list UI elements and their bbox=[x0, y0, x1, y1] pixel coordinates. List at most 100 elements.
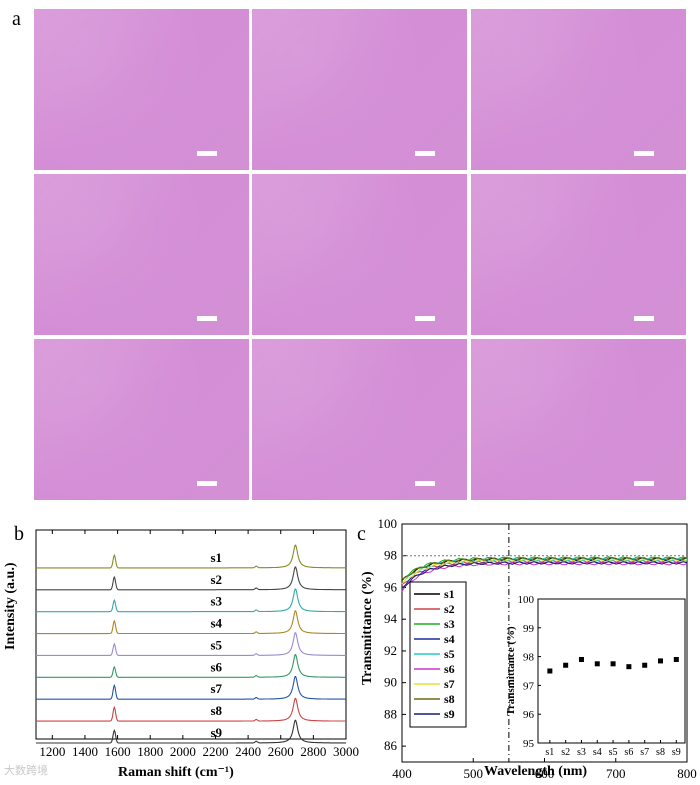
inset-point bbox=[594, 661, 600, 667]
micrograph-tile bbox=[34, 9, 249, 170]
raman-series-s5 bbox=[36, 632, 346, 656]
panel-label-c: c bbox=[357, 523, 366, 545]
trans-series-s7 bbox=[401, 558, 688, 585]
trans-legend-label: s8 bbox=[444, 692, 455, 706]
trans-legend-label: s2 bbox=[444, 602, 455, 616]
trans-y-tick-label: 86 bbox=[384, 738, 398, 753]
raman-series-label: s5 bbox=[210, 637, 222, 652]
inset-point bbox=[610, 661, 616, 667]
raman-x-tick-label: 2000 bbox=[170, 744, 196, 759]
micrograph-tile bbox=[471, 174, 686, 335]
inset-y-tick-label: 98 bbox=[523, 652, 535, 664]
scale-bar bbox=[197, 151, 217, 156]
raman-series-label: s1 bbox=[210, 550, 222, 565]
inset-x-tick-label: s7 bbox=[640, 747, 649, 758]
inset-point bbox=[578, 656, 584, 662]
inset-point bbox=[563, 662, 569, 668]
raman-x-tick-label: 1400 bbox=[72, 744, 98, 759]
raman-x-tick-label: 2400 bbox=[235, 744, 261, 759]
trans-series-s9 bbox=[401, 561, 688, 589]
inset-frame bbox=[537, 598, 686, 744]
micrograph-grid bbox=[34, 9, 686, 501]
inset-y-tick-label: 97 bbox=[523, 680, 535, 692]
watermark: 大数跨境 bbox=[4, 765, 48, 777]
scale-bar bbox=[415, 316, 435, 321]
inset-x-tick-label: s1 bbox=[545, 747, 554, 758]
inset-point bbox=[626, 664, 632, 670]
raman-x-tick-label: 2600 bbox=[268, 744, 294, 759]
trans-legend-label: s1 bbox=[444, 587, 455, 601]
raman-series-s8 bbox=[36, 697, 346, 722]
inset-x-tick-label: s6 bbox=[624, 747, 633, 758]
micrograph-tile bbox=[34, 339, 249, 500]
micrograph-tile bbox=[471, 339, 686, 500]
micrograph-tile bbox=[34, 174, 249, 335]
micrograph-tile bbox=[471, 9, 686, 170]
raman-series-s1 bbox=[36, 544, 346, 569]
trans-legend-label: s9 bbox=[444, 707, 455, 721]
panel-label-b: b bbox=[14, 523, 24, 545]
raman-x-tick-label: 1200 bbox=[39, 744, 65, 759]
inset-point bbox=[547, 668, 553, 674]
trans-x-tick-label: 400 bbox=[392, 766, 412, 781]
raman-series-s6 bbox=[36, 654, 346, 678]
scale-bar bbox=[197, 316, 217, 321]
trans-x-tick-label: 800 bbox=[677, 766, 697, 781]
raman-series-s7 bbox=[36, 676, 346, 700]
inset-x-tick-label: s5 bbox=[609, 747, 618, 758]
raman-x-tick-label: 2200 bbox=[202, 744, 228, 759]
trans-x-tick-label: 600 bbox=[535, 766, 555, 781]
raman-series-label: s2 bbox=[210, 572, 222, 587]
trans-legend-label: s4 bbox=[444, 632, 455, 646]
raman-series-label: s6 bbox=[210, 659, 222, 674]
raman-plot-frame bbox=[35, 529, 347, 740]
raman-series-s4 bbox=[36, 610, 346, 635]
inset-y-tick-label: 100 bbox=[518, 594, 535, 606]
scale-bar bbox=[415, 151, 435, 156]
trans-y-tick-label: 98 bbox=[384, 548, 397, 563]
raman-x-label: Raman shift (cm⁻¹) bbox=[118, 765, 234, 780]
scale-bar bbox=[197, 481, 217, 486]
raman-series-s3 bbox=[36, 588, 346, 613]
trans-y-tick-label: 96 bbox=[384, 579, 398, 594]
raman-x-tick-label: 2800 bbox=[300, 744, 326, 759]
trans-y-tick-label: 100 bbox=[378, 516, 398, 531]
inset-x-tick-label: s8 bbox=[656, 747, 665, 758]
scale-bar bbox=[634, 481, 654, 486]
inset-point bbox=[658, 658, 663, 664]
scale-bar bbox=[634, 316, 654, 321]
inset-x-tick-label: s9 bbox=[672, 747, 681, 758]
inset-y-tick-label: 96 bbox=[523, 709, 535, 721]
inset-y-label: Transmittance (%) bbox=[505, 626, 517, 716]
raman-x-tick-label: 1600 bbox=[105, 744, 131, 759]
inset-x-tick-label: s4 bbox=[593, 747, 602, 758]
trans-y-label: Transmittance (%) bbox=[360, 571, 375, 685]
trans-y-tick-label: 92 bbox=[384, 643, 397, 658]
micrograph-tile bbox=[252, 339, 467, 500]
inset-x-tick-label: s3 bbox=[577, 747, 586, 758]
raman-series-label: s9 bbox=[210, 725, 222, 740]
trans-legend-label: s7 bbox=[444, 677, 455, 691]
raman-series-s2 bbox=[36, 566, 346, 591]
inset-x-tick-label: s2 bbox=[561, 747, 570, 758]
raman-x-tick-label: 1800 bbox=[137, 744, 163, 759]
panel-label-a: a bbox=[12, 8, 21, 30]
micrograph-tile bbox=[252, 9, 467, 170]
scale-bar bbox=[415, 481, 435, 486]
trans-series-s8 bbox=[401, 556, 688, 580]
raman-x-tick-label: 3000 bbox=[333, 744, 359, 759]
trans-y-tick-label: 88 bbox=[384, 706, 397, 721]
trans-x-tick-label: 700 bbox=[606, 766, 626, 781]
trans-x-tick-label: 500 bbox=[464, 766, 484, 781]
trans-legend-label: s5 bbox=[444, 647, 455, 661]
inset-point bbox=[673, 656, 679, 662]
trans-y-tick-label: 90 bbox=[384, 675, 397, 690]
raman-series-label: s8 bbox=[210, 703, 222, 718]
trans-legend-label: s6 bbox=[444, 662, 455, 676]
raman-series-label: s7 bbox=[210, 681, 222, 696]
trans-legend-label: s3 bbox=[444, 617, 455, 631]
micrograph-tile bbox=[252, 174, 467, 335]
raman-series-label: s4 bbox=[210, 616, 222, 631]
inset-y-tick-label: 95 bbox=[523, 738, 535, 750]
